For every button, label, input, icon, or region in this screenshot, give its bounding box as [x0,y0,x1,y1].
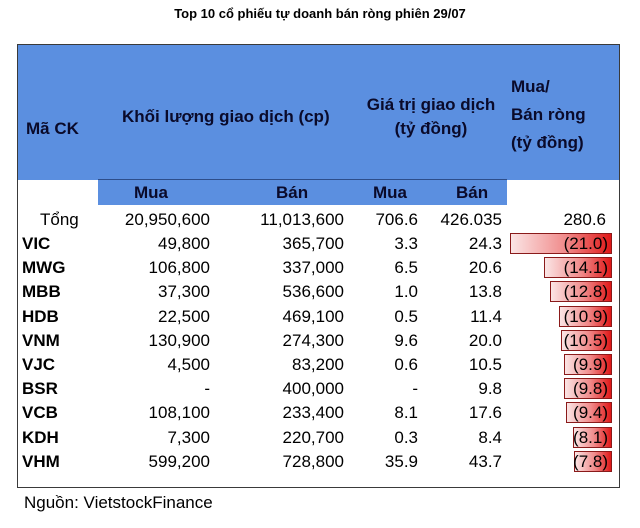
cell-val-buy: 9.6 [394,331,418,350]
net-bar-label: (10.5) [563,331,608,350]
header-val-buy: Mua [373,183,407,202]
net-bar-label: (9.8) [573,379,608,398]
total-val-buy: 706.6 [375,210,418,229]
cell-vol-sell: 83,200 [292,355,344,374]
net-bar-label: (12.8) [563,282,608,301]
source-note: Nguồn: VietstockFinance [24,493,213,512]
header-net-line3: (tỷ đồng) [511,133,584,152]
cell-vol-sell: 365,700 [282,234,344,253]
cell-vol-buy: 108,100 [148,403,210,422]
row-code: VNM [22,331,60,350]
cell-val-sell: 11.4 [470,307,502,326]
total-vol-buy: 20,950,600 [124,210,210,229]
cell-vol-buy: 599,200 [148,452,210,471]
table-header-background [18,45,619,180]
cell-val-sell: 43.7 [468,452,502,471]
net-bar [510,233,612,254]
cell-val-sell: 17.6 [468,403,502,422]
cell-val-sell: 20.0 [468,331,502,350]
cell-vol-sell: 337,000 [282,258,344,277]
table-subheader-background [98,180,507,205]
header-net-line1: Mua/ [511,77,550,96]
net-bar [561,330,612,351]
row-code: VCB [22,403,58,422]
header-vol-sell: Bán [276,183,309,202]
cell-vol-buy: 4,500 [167,355,210,374]
cell-val-buy: 3.3 [394,234,418,253]
row-code: MWG [22,258,66,277]
cell-vol-sell: 274,300 [282,331,344,350]
net-bar [559,306,612,327]
net-bar-label: (9.4) [573,403,608,422]
net-bar [566,402,612,423]
header-val-sell: Bán [456,183,489,202]
total-net: 280.6 [563,210,606,229]
cell-vol-sell: 220,700 [282,428,344,447]
header-value-line2: (tỷ đồng) [394,119,468,138]
cell-val-sell: 13.8 [468,282,502,301]
row-code: VHM [22,452,60,471]
cell-val-buy: 6.5 [394,258,418,277]
cell-val-buy: 0.6 [394,355,418,374]
cell-val-buy: 0.5 [394,307,418,326]
chart-title: Top 10 cổ phiếu tự doanh bán ròng phiên … [174,6,466,21]
cell-vol-buy: 49,800 [158,234,210,253]
header-code: Mã CK [26,119,79,138]
header-volume: Khối lượng giao dịch (cp) [122,107,330,126]
cell-val-sell: 24.3 [468,234,502,253]
net-bar-label: (7.8) [573,452,608,471]
cell-vol-buy: 106,800 [148,258,210,277]
net-bar [564,354,612,375]
row-code: MBB [22,282,61,301]
net-bar [544,257,612,278]
net-bar [550,281,612,302]
cell-vol-buy: 37,300 [158,282,210,301]
cell-val-sell: 8.4 [478,428,502,447]
net-bar [564,378,612,399]
cell-val-buy: 8.1 [394,403,418,422]
net-bar [573,427,612,448]
row-code: KDH [22,428,59,447]
cell-vol-sell: 400,000 [282,379,344,398]
cell-vol-buy: 130,900 [148,331,210,350]
net-bar-label: (9.9) [573,355,608,374]
cell-val-buy: 35.9 [384,452,418,471]
net-bar [574,451,612,472]
net-bar-label: (10.9) [563,307,608,326]
row-code: HDB [22,307,59,326]
cell-vol-buy: 7,300 [167,428,210,447]
cell-val-buy: 0.3 [394,428,418,447]
net-bar-label: (14.1) [563,258,608,277]
cell-vol-sell: 536,600 [282,282,344,301]
cell-val-sell: 10.5 [468,355,502,374]
total-vol-sell: 11,013,600 [260,210,344,229]
total-label: Tổng [40,210,79,229]
cell-vol-buy: 22,500 [158,307,210,326]
cell-val-sell: 20.6 [468,258,502,277]
cell-vol-sell: 728,800 [282,452,344,471]
row-code: BSR [22,379,58,398]
row-code: VIC [22,234,51,253]
net-bar-label: (21.0) [563,234,608,253]
row-code: VJC [22,355,56,374]
net-bar-label: (8.1) [573,428,608,447]
cell-val-buy: 1.0 [394,282,418,301]
header-divider [98,179,507,180]
total-val-sell: 426.035 [440,210,502,229]
cell-vol-sell: 233,400 [282,403,344,422]
header-value-line1: Giá trị giao dịch [366,95,496,114]
cell-vol-sell: 469,100 [282,307,344,326]
cell-val-buy: - [412,379,418,398]
header-net-line2: Bán ròng [511,105,586,124]
header-vol-buy: Mua [134,183,168,202]
cell-vol-buy: - [204,379,210,398]
table-frame [17,44,620,488]
cell-val-sell: 9.8 [478,379,502,398]
